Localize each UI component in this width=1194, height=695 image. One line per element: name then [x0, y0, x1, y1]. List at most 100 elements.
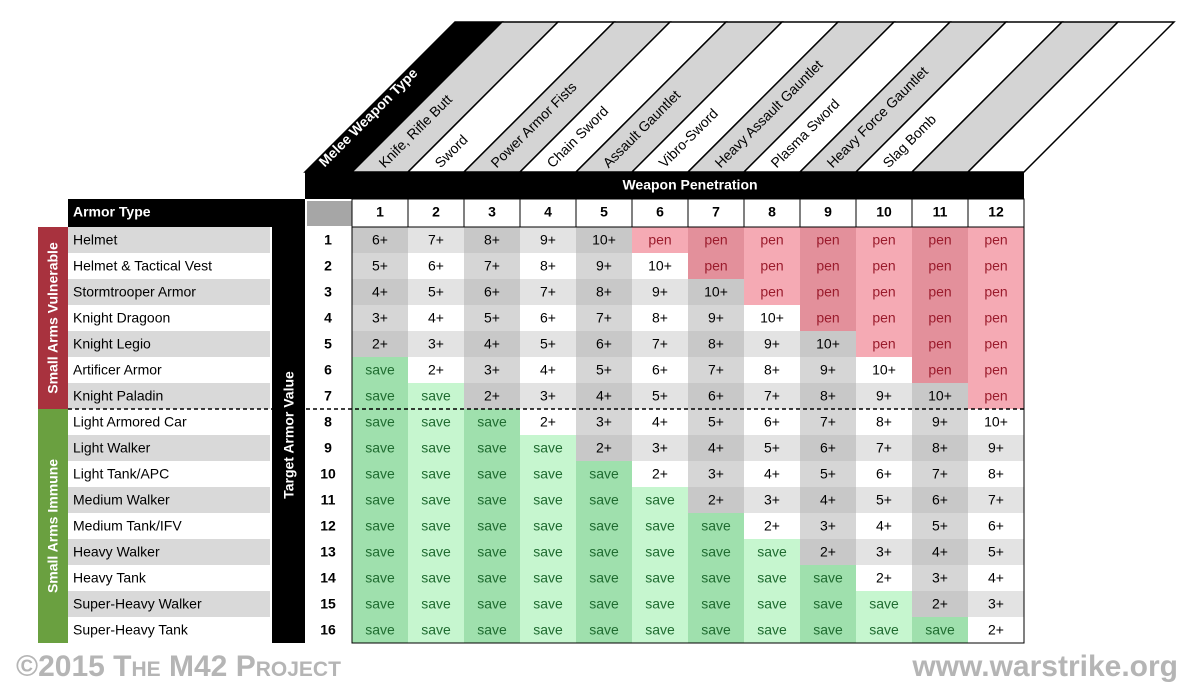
result: 10+: [928, 388, 952, 404]
result: save: [533, 596, 563, 612]
result-cell: [856, 383, 912, 409]
result-cell: [576, 357, 632, 383]
result: save: [365, 622, 395, 638]
result-cell: [576, 513, 632, 539]
armor-cell: [68, 513, 270, 539]
result-cell: [520, 383, 576, 409]
value-cell: [305, 591, 352, 617]
result-cell: [576, 565, 632, 591]
result: save: [365, 570, 395, 586]
result-cell: [576, 305, 632, 331]
result-cell: [520, 591, 576, 617]
result-cell: [464, 435, 520, 461]
result-cell: [800, 357, 856, 383]
result-cell: [464, 357, 520, 383]
result: 2+: [484, 388, 500, 404]
result: 6+: [540, 310, 556, 326]
result: save: [757, 570, 787, 586]
result: save: [645, 622, 675, 638]
result-cell: [912, 539, 968, 565]
value-cell: [305, 565, 352, 591]
result: save: [477, 544, 507, 560]
group-band: [38, 227, 68, 409]
result-cell: [912, 279, 968, 305]
result-cell: [464, 253, 520, 279]
result-cell: [688, 513, 744, 539]
result: save: [757, 596, 787, 612]
pen-header-cell: [743, 198, 801, 228]
value-cell: [305, 539, 352, 565]
result-cell: [744, 383, 800, 409]
pen-header-cell: [407, 198, 465, 228]
result: 9+: [540, 232, 556, 248]
result-cell: [408, 461, 464, 487]
result-cell: [800, 487, 856, 513]
result: pen: [704, 232, 727, 248]
result: 2+: [764, 518, 780, 534]
result: 2+: [820, 544, 836, 560]
result: pen: [984, 284, 1007, 300]
result-cell: [912, 383, 968, 409]
result: pen: [704, 258, 727, 274]
result: pen: [760, 258, 783, 274]
result: 9+: [876, 388, 892, 404]
value-cell: [305, 279, 352, 305]
result: 2+: [988, 622, 1004, 638]
result: 10+: [872, 362, 896, 378]
armor-value: 13: [320, 544, 336, 560]
result-cell: [688, 565, 744, 591]
result: save: [701, 518, 731, 534]
value-cell: [305, 305, 352, 331]
result: save: [645, 596, 675, 612]
result-cell: [856, 331, 912, 357]
armor-cell: [68, 279, 270, 305]
result-cell: [464, 227, 520, 253]
result-cell: [744, 435, 800, 461]
armor-cell: [68, 409, 270, 435]
result-cell: [744, 409, 800, 435]
result: 2+: [876, 570, 892, 586]
result: 6+: [596, 336, 612, 352]
armor-cell: [68, 383, 270, 409]
result-cell: [352, 513, 408, 539]
armor-value: 10: [320, 466, 336, 482]
result-cell: [744, 279, 800, 305]
value-cell: [305, 409, 352, 435]
result: 6+: [932, 492, 948, 508]
result: 5+: [484, 310, 500, 326]
result-cell: [352, 435, 408, 461]
result-cell: [800, 305, 856, 331]
penetration-bar: [305, 172, 1024, 199]
result: save: [701, 622, 731, 638]
result: 9+: [596, 258, 612, 274]
result-cell: [408, 279, 464, 305]
result-cell: [968, 461, 1024, 487]
result: save: [477, 466, 507, 482]
result-cell: [688, 331, 744, 357]
result-cell: [968, 565, 1024, 591]
result-cell: [856, 565, 912, 591]
result-cell: [520, 513, 576, 539]
result-cell: [968, 435, 1024, 461]
result-cell: [856, 357, 912, 383]
pen-header: 2: [432, 204, 440, 220]
result: save: [589, 570, 619, 586]
result-cell: [464, 409, 520, 435]
armor-type-label: Armor Type: [73, 204, 151, 220]
result: 3+: [652, 440, 668, 456]
armor-name: Knight Legio: [73, 336, 151, 352]
result-cell: [912, 591, 968, 617]
group-band: [38, 409, 68, 643]
result: 4+: [484, 336, 500, 352]
result: save: [421, 544, 451, 560]
result-cell: [408, 617, 464, 643]
pen-header-cell: [463, 198, 521, 228]
pen-header: 11: [933, 204, 948, 220]
result: save: [925, 622, 955, 638]
result: pen: [928, 258, 951, 274]
armor-value: 11: [321, 492, 336, 508]
result-cell: [520, 539, 576, 565]
result-cell: [856, 461, 912, 487]
result: save: [589, 518, 619, 534]
result-cell: [688, 487, 744, 513]
